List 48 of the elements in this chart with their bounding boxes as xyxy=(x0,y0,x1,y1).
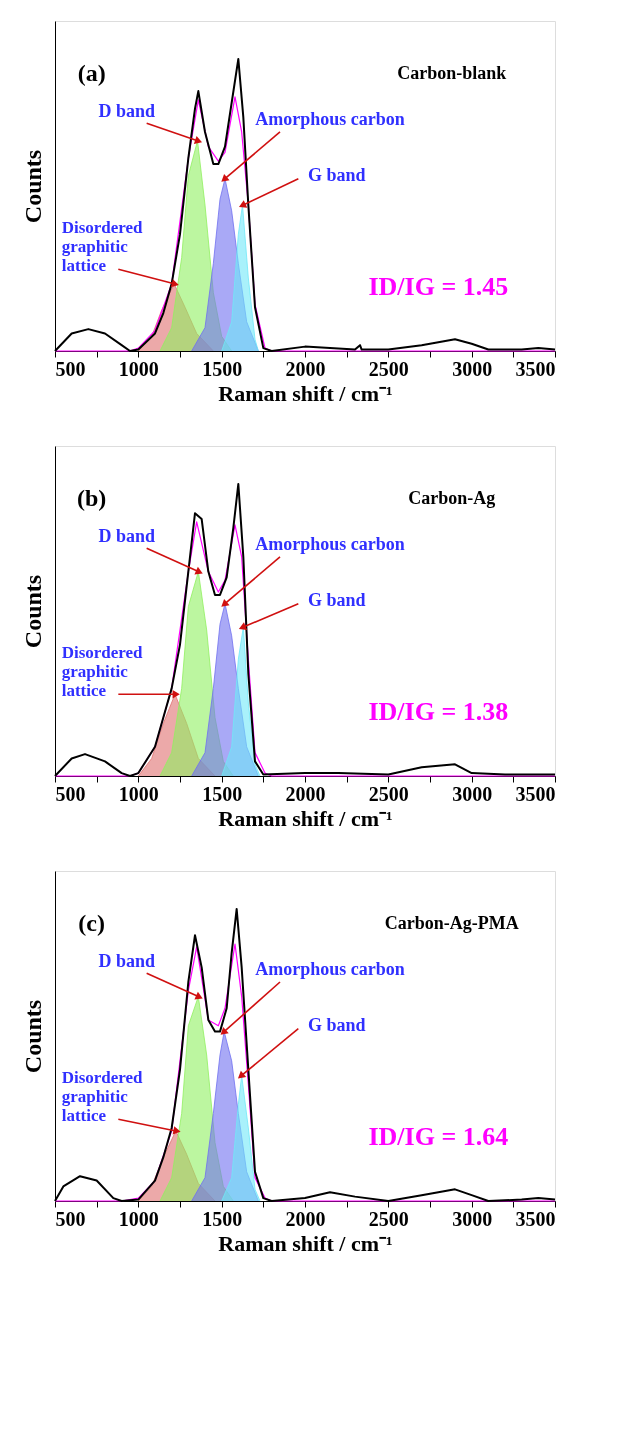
annotation: D band xyxy=(98,100,155,121)
x-tick-label: 3000 xyxy=(452,1207,493,1230)
x-axis-title: Raman shift / cm⁻¹ xyxy=(218,1230,393,1256)
annotation: D band xyxy=(98,525,155,546)
annotation: Carbon-Ag-PMA xyxy=(384,912,519,933)
x-tick-label: 1000 xyxy=(118,782,159,805)
x-tick-label: 2500 xyxy=(368,357,409,380)
y-axis-title: Counts xyxy=(19,999,46,1074)
x-tick-label: 3000 xyxy=(452,357,493,380)
x-tick-label: 3000 xyxy=(452,782,493,805)
annotation: G band xyxy=(307,1014,366,1035)
annotation: Disordered graphitic lattice xyxy=(61,642,144,700)
x-tick-label: 1000 xyxy=(118,1207,159,1230)
annotation: (a) xyxy=(77,59,106,86)
x-tick-label: 500 xyxy=(55,357,86,380)
x-axis-title: Raman shift / cm⁻¹ xyxy=(218,380,393,406)
x-tick-label: 2000 xyxy=(285,782,326,805)
x-tick-label: 2000 xyxy=(285,1207,326,1230)
y-axis-title: Counts xyxy=(19,574,46,649)
x-axis-title: Raman shift / cm⁻¹ xyxy=(218,805,393,831)
annotation: (b) xyxy=(76,484,107,511)
x-tick-label: 3500 xyxy=(515,1207,556,1230)
annotation: Carbon-blank xyxy=(397,62,507,83)
y-axis-title: Counts xyxy=(19,149,46,224)
annotation: Amorphous carbon xyxy=(255,959,405,980)
x-tick-label: 1500 xyxy=(202,357,243,380)
annotation: ID/IG = 1.38 xyxy=(368,696,509,726)
x-tick-label: 2000 xyxy=(285,357,326,380)
x-tick-label: 500 xyxy=(55,1207,86,1230)
x-tick-label: 500 xyxy=(55,782,86,805)
x-tick-label: 2500 xyxy=(368,782,409,805)
annotation: Disordered graphitic lattice xyxy=(61,1067,144,1125)
annotation: Disordered graphitic lattice xyxy=(61,217,144,275)
x-tick-label: 1000 xyxy=(118,357,159,380)
annotation: Carbon-Ag xyxy=(408,487,496,508)
annotation: Amorphous carbon xyxy=(255,534,405,555)
x-tick-label: 3500 xyxy=(515,357,556,380)
annotation: D band xyxy=(98,950,155,971)
annotation: (c) xyxy=(78,909,105,936)
annotation: ID/IG = 1.45 xyxy=(368,271,509,301)
annotation: G band xyxy=(307,589,366,610)
x-tick-label: 1500 xyxy=(202,1207,243,1230)
x-tick-label: 3500 xyxy=(515,782,556,805)
x-tick-label: 1500 xyxy=(202,782,243,805)
annotation: Amorphous carbon xyxy=(255,109,405,130)
x-tick-label: 2500 xyxy=(368,1207,409,1230)
annotation: G band xyxy=(307,164,366,185)
annotation: ID/IG = 1.64 xyxy=(368,1121,509,1151)
